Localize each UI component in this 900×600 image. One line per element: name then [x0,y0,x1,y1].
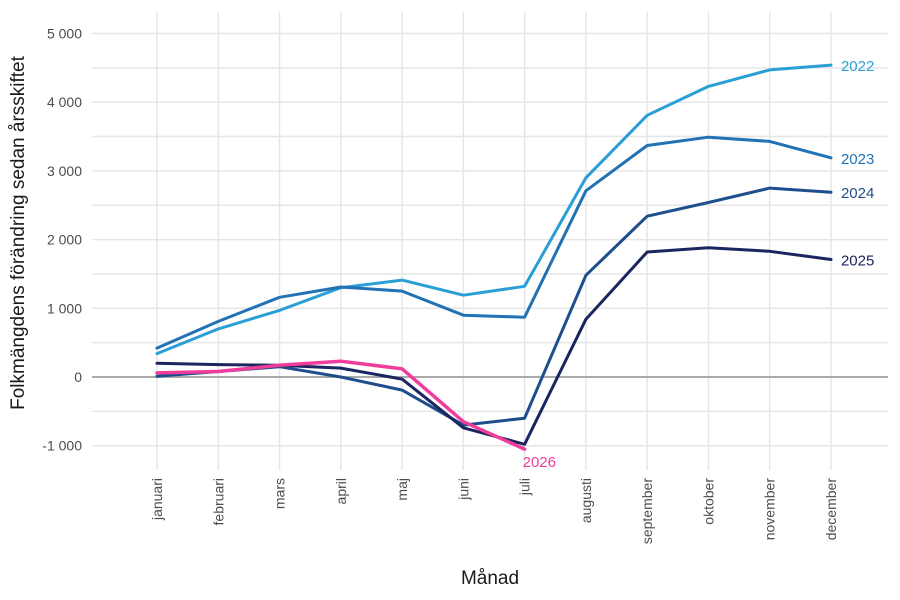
x-tick-label: maj [394,478,410,501]
y-tick-label: 3 000 [47,163,82,179]
series-line-2025 [155,246,833,446]
x-tick-label: mars [272,478,288,509]
x-axis-title: Månad [461,568,519,589]
series-line-2022 [155,63,833,356]
x-tick-label: juni [455,478,471,501]
series-label-2026: 2026 [523,454,556,471]
x-tick-label: september [639,478,655,544]
y-tick-label: -1 000 [42,438,82,454]
series-label-2024: 2024 [841,185,874,202]
series-labels: 2022 2023 2024 2025 2026 [523,58,875,471]
y-tick-label: 2 000 [47,232,82,248]
y-axis-title: Folkmängdens förändring sedan årsskiftet [8,55,29,410]
x-tick-label: april [333,478,349,504]
series-lines [155,63,833,451]
x-tick-label: juli [517,478,533,496]
x-tick-label: januari [149,478,165,521]
x-tick-label: oktober [700,478,716,525]
y-tick-label: 5 000 [47,26,82,42]
grid [92,12,888,470]
x-tick-label: december [823,478,839,541]
series-line-2023 [155,135,833,350]
x-tick-label: februari [210,478,226,525]
series-label-2023: 2023 [841,151,874,168]
series-line-2026 [155,359,527,451]
y-axis-ticks: -1 000 0 1 000 2 000 3 000 4 000 5 000 [42,26,82,454]
x-tick-label: november [762,478,778,541]
y-tick-label: 0 [74,369,82,385]
x-axis-ticks: januari februari mars april maj juni juli augus… [149,478,839,544]
series-label-2022: 2022 [841,58,874,75]
y-tick-label: 1 000 [47,300,82,316]
series-label-2025: 2025 [841,253,874,270]
x-tick-label: augusti [578,478,594,523]
y-tick-label: 4 000 [47,94,82,110]
